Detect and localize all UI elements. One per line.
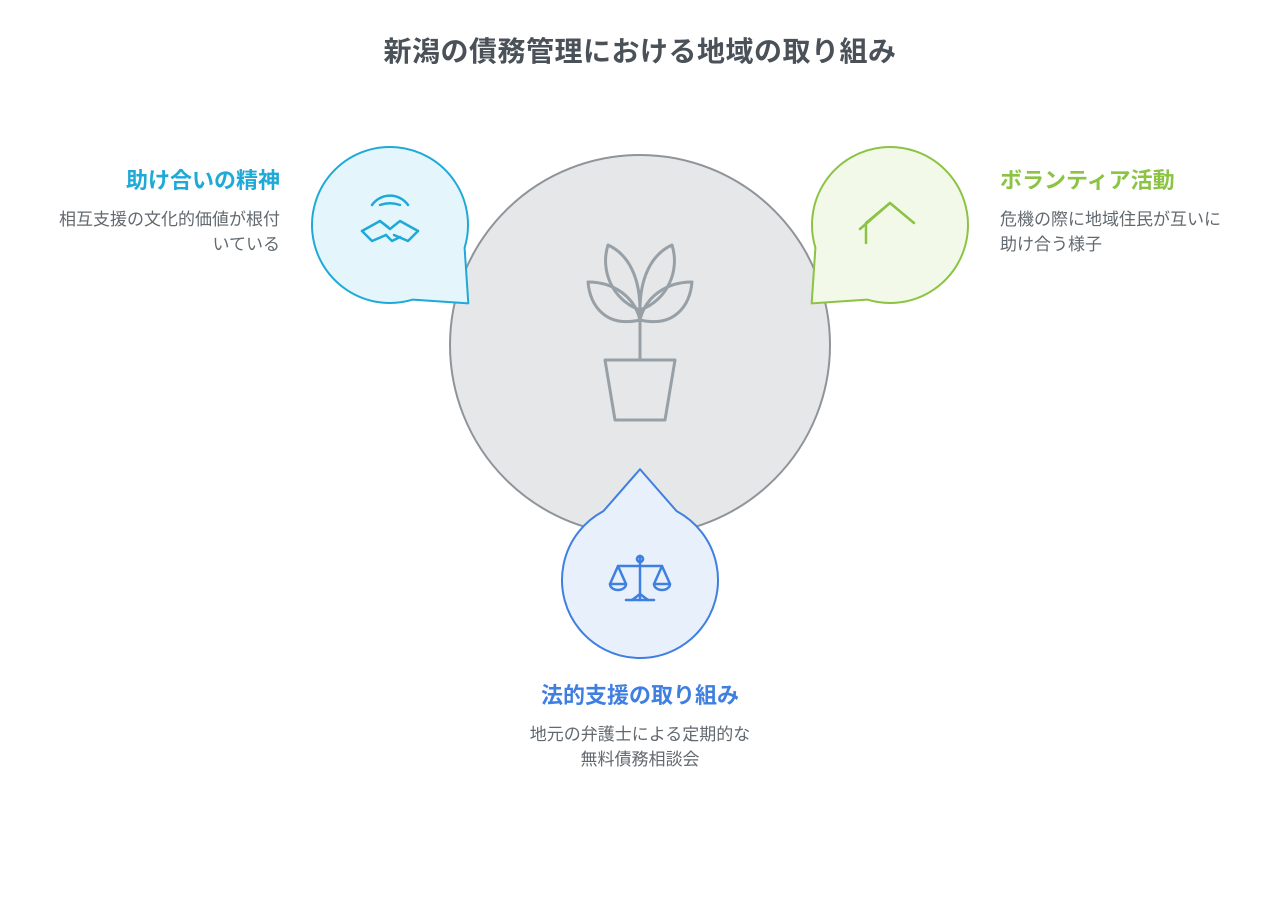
node-left-desc: 相互支援の文化的価値が根付いている: [50, 205, 280, 256]
node-right-title: ボランティア活動: [1000, 165, 1230, 195]
node-right-desc: 危機の際に地域住民が互いに助け合う様子: [1000, 205, 1230, 256]
bubble-right: [812, 147, 968, 303]
bubble-right-shape: [812, 147, 968, 303]
node-bottom-label: 法的支援の取り組み 地元の弁護士による定期的な無料債務相談会: [525, 680, 755, 771]
diagram-stage: 新潟の債務管理における地域の取り組み 助け合いの精神 相互支援の文化的価値が根付…: [0, 0, 1280, 898]
node-left-label: 助け合いの精神 相互支援の文化的価値が根付いている: [50, 165, 280, 256]
node-right-label: ボランティア活動 危機の際に地域住民が互いに助け合う様子: [1000, 165, 1230, 256]
node-left-title: 助け合いの精神: [50, 165, 280, 195]
node-bottom-title: 法的支援の取り組み: [525, 680, 755, 710]
bubble-left: [312, 147, 468, 303]
node-bottom-desc: 地元の弁護士による定期的な無料債務相談会: [525, 720, 755, 771]
bubble-left-shape: [312, 147, 468, 303]
